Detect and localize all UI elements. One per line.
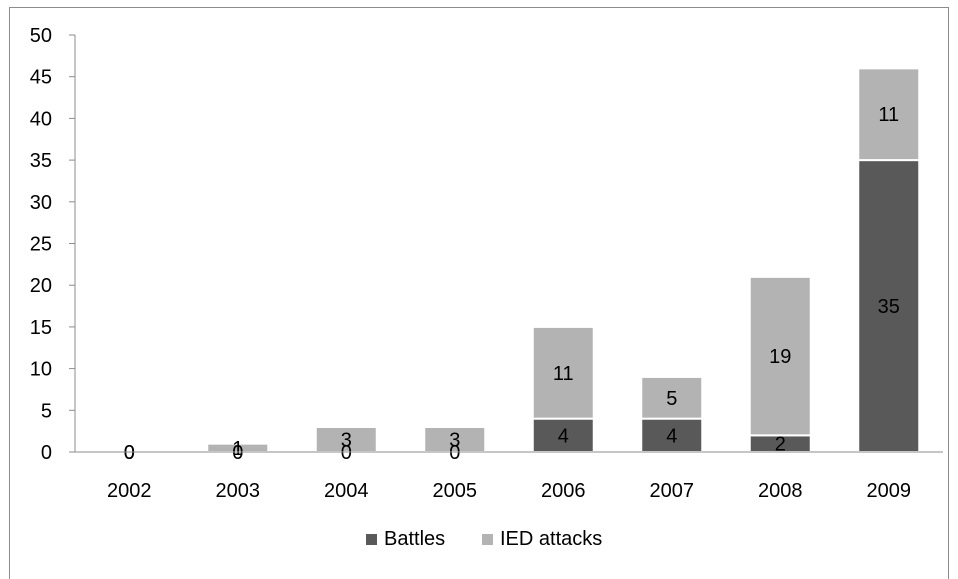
- legend: Battles IED attacks: [366, 528, 602, 550]
- y-tick-label: 50: [30, 25, 52, 47]
- y-tick-label: 10: [30, 359, 52, 381]
- x-tick-label: 2006: [541, 480, 586, 502]
- data-label-ied-attacks-2009: 11: [878, 104, 899, 126]
- y-tick-label: 20: [30, 275, 52, 297]
- data-label-battles-2002: 0: [124, 442, 135, 464]
- legend-swatch-battles: [366, 534, 377, 545]
- data-label-battles-2008: 2: [775, 434, 786, 456]
- bar-ied-attacks-2006: [531, 325, 595, 420]
- data-label-battles-2004: 0: [341, 442, 352, 464]
- x-tick-label: 2004: [324, 480, 369, 502]
- data-label-battles-2007: 4: [666, 425, 677, 447]
- y-tick-label: 5: [41, 400, 52, 422]
- x-tick-label: 2009: [867, 480, 912, 502]
- data-label-ied-attacks-2002: 0: [124, 442, 135, 464]
- data-label-ied-attacks-2007: 5: [666, 388, 677, 410]
- bars-group: [206, 67, 921, 454]
- data-label-ied-attacks-2006: 11: [553, 363, 574, 385]
- y-tick-label: 35: [30, 150, 52, 172]
- data-label-ied-attacks-2008: 19: [769, 346, 791, 368]
- data-label-ied-attacks-2005: 3: [449, 429, 460, 451]
- x-tick-label: 2008: [758, 480, 803, 502]
- data-label-battles-2009: 35: [878, 296, 900, 318]
- data-label-ied-attacks-2004: 3: [341, 429, 352, 451]
- bar-ied-attacks-2008: [748, 275, 812, 437]
- y-tick-label: 30: [30, 192, 52, 214]
- y-tick-label: 15: [30, 317, 52, 339]
- bar-ied-attacks-2009: [857, 67, 921, 162]
- y-tick-label: 45: [30, 67, 52, 89]
- data-label-battles-2006: 4: [558, 425, 569, 447]
- bar-battles-2009: [857, 159, 921, 453]
- data-label-battles-2003: 0: [232, 442, 243, 464]
- x-axis-ticks: 2002 2003 2004 2005 2006 2007 2008 2009: [107, 480, 911, 502]
- x-tick-label: 2005: [433, 480, 478, 502]
- y-tick-label: 40: [30, 108, 52, 130]
- y-axis-ticks: 0 5 10 15 20 25 30 35 40 45 50: [30, 25, 75, 464]
- x-tick-label: 2002: [107, 480, 152, 502]
- x-tick-label: 2003: [216, 480, 261, 502]
- y-tick-label: 0: [41, 442, 52, 464]
- y-tick-label: 25: [30, 234, 52, 256]
- legend-label-ied-attacks: IED attacks: [500, 528, 602, 550]
- x-tick-label: 2007: [650, 480, 695, 502]
- legend-swatch-ied-attacks: [482, 534, 493, 545]
- bar-ied-attacks-2007: [640, 375, 704, 420]
- data-label-battles-2005: 0: [449, 442, 460, 464]
- data-label-ied-attacks-2003: 1: [232, 438, 243, 460]
- legend-label-battles: Battles: [384, 528, 445, 550]
